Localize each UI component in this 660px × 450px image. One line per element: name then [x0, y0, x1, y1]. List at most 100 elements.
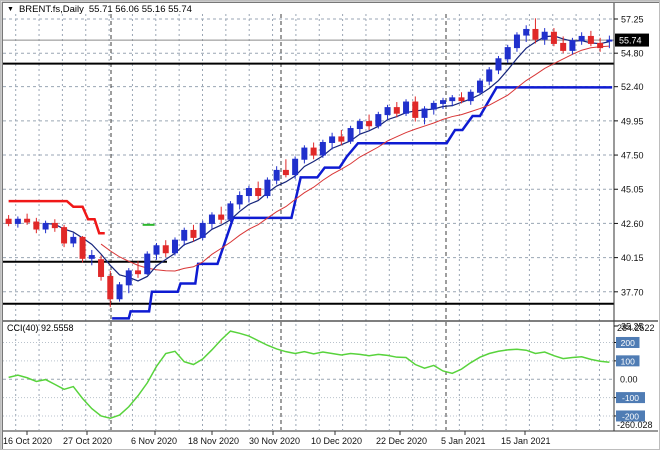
candle-down: [560, 42, 567, 51]
current-price-badge-text: 55.74: [619, 36, 642, 46]
time-axis: 16 Oct 2020 27 Oct 2020 6 Nov 2020 18 Nov 2…: [3, 431, 551, 446]
symbol-dropdown-icon[interactable]: ▼: [7, 6, 14, 13]
candle-up: [227, 203, 234, 220]
cci-level-badge: [616, 392, 645, 404]
price-tick-label: 40.15: [621, 253, 644, 263]
candle-down: [61, 227, 68, 244]
candle-up: [42, 222, 49, 230]
candle-down: [98, 259, 105, 277]
date-label: 5 Jan 2021: [441, 436, 486, 446]
cci-level-badge: [616, 336, 640, 348]
candle-down: [5, 218, 12, 224]
candle-up: [236, 195, 243, 205]
candle-up: [513, 34, 520, 49]
candle-up: [329, 136, 336, 143]
candle-up: [125, 270, 132, 286]
candle-up: [347, 128, 354, 142]
ma-fast-line: [45, 35, 610, 282]
cci-zero-label: 0.00: [620, 375, 638, 385]
candle-up: [578, 35, 585, 42]
price-tick-label: 54.80: [621, 49, 644, 59]
cci-line: [8, 330, 610, 419]
overlay-lines: [8, 35, 613, 320]
candle-up: [245, 188, 252, 197]
candle-up: [153, 245, 160, 255]
candle-up: [70, 236, 77, 244]
candle-down: [135, 270, 142, 275]
candle-up: [292, 158, 299, 176]
indicator-label: CCI(40) 92.5558: [7, 323, 74, 333]
price-tick-label: 42.60: [621, 219, 644, 229]
chart-title: ▼ BRENT.fs,Daily 55.71 56.06 55.16 55.74: [7, 4, 192, 15]
symbol-period-label: BRENT.fs,Daily: [18, 4, 84, 15]
trend-stop-line-down: [8, 199, 105, 235]
price-tick-label: 49.95: [621, 116, 644, 126]
candle-up: [88, 255, 95, 259]
candle-down: [532, 28, 539, 40]
date-label: 15 Jan 2021: [501, 436, 551, 446]
candle-up: [116, 284, 123, 300]
candle-up: [523, 28, 530, 36]
candle-down: [79, 236, 86, 259]
candle-up: [384, 107, 391, 116]
price-axis: 57.25 54.80 52.40 49.95 47.50 45.05 42.60 40.15…: [614, 15, 649, 332]
candle-down: [458, 97, 465, 102]
candle-up: [430, 102, 437, 110]
date-label: 22 Dec 2020: [376, 436, 427, 446]
cci-min-label: -260.028: [617, 420, 653, 430]
candle-up: [273, 169, 280, 181]
cci-level-badge-text: 200: [621, 338, 635, 348]
price-tick-label: 45.05: [621, 185, 644, 195]
candles: [5, 18, 613, 308]
candle-down: [393, 107, 400, 114]
date-label: 6 Nov 2020: [131, 436, 177, 446]
candle-up: [606, 39, 613, 42]
cci-level-badge-text: 100: [621, 356, 635, 366]
date-label: 18 Nov 2020: [188, 436, 239, 446]
candle-down: [218, 214, 225, 220]
candle-down: [33, 221, 40, 230]
cci-plot: [8, 330, 610, 419]
cci-level-badge: [616, 355, 640, 367]
ohlc-values: 55.71 56.06 55.16 55.74: [88, 4, 192, 15]
candle-up: [504, 47, 511, 60]
current-price-badge: [615, 33, 649, 47]
cci-level-badge-text: -100: [622, 393, 639, 403]
candle-up: [403, 101, 410, 114]
candle-up: [476, 80, 483, 93]
date-label: 16 Oct 2020: [3, 436, 52, 446]
price-tick-label: 57.25: [621, 15, 644, 25]
candle-down: [366, 121, 373, 127]
candle-up: [264, 179, 271, 197]
date-label: 10 Dec 2020: [311, 436, 362, 446]
candle-up: [14, 218, 21, 224]
candle-up: [375, 114, 382, 127]
candle-down: [338, 136, 345, 142]
candle-down: [282, 169, 289, 176]
candle-up: [181, 229, 188, 241]
candle-down: [255, 188, 262, 197]
candle-up: [208, 214, 215, 224]
candle-up: [171, 239, 178, 254]
candle-up: [449, 97, 456, 102]
candle-down: [587, 35, 594, 44]
candle-down: [310, 147, 317, 156]
candle-up: [486, 69, 493, 82]
trend-stop-line-up: [112, 86, 613, 320]
candle-down: [190, 229, 197, 238]
candle-up: [319, 141, 326, 156]
cci-level-badge-text: -200: [622, 411, 639, 421]
price-tick-label: 52.40: [621, 82, 644, 92]
candle-up: [301, 147, 308, 160]
candle-up: [495, 58, 502, 71]
price-tick-label: 47.50: [621, 151, 644, 161]
price-tick-label: 35.25: [621, 322, 644, 332]
cci-level-badge: [616, 410, 645, 422]
candle-down: [597, 42, 604, 49]
ma-slow-line: [100, 45, 610, 272]
candle-up: [541, 31, 548, 40]
candle-up: [356, 121, 363, 130]
